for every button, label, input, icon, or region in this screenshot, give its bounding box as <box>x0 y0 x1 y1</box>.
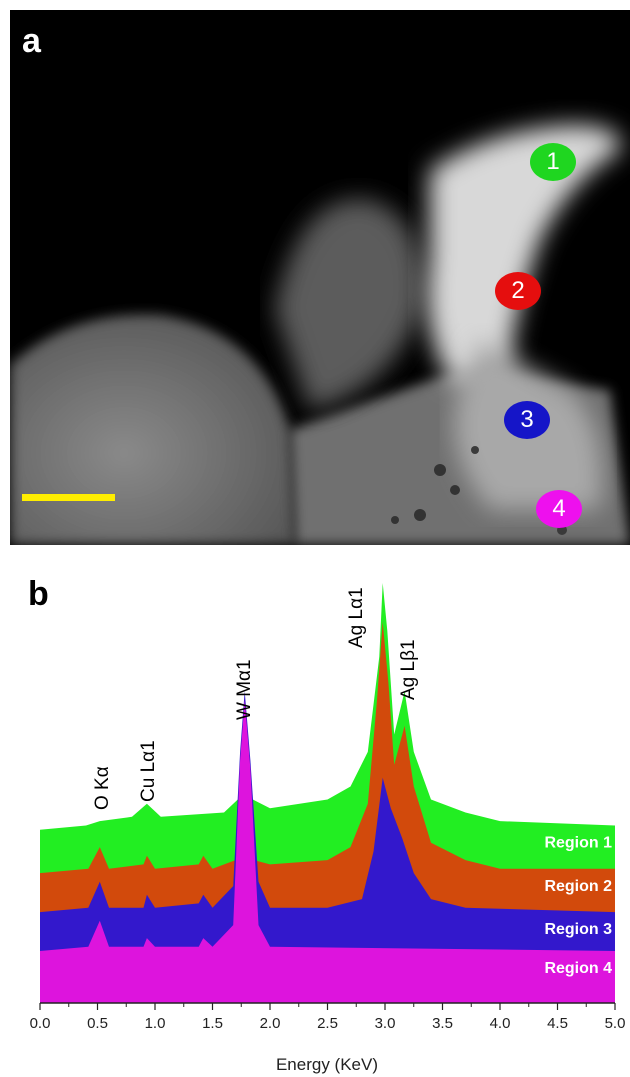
peak-label-w-ma1: W Mα1 <box>234 659 255 720</box>
series-label-region-4: Region 4 <box>544 960 612 977</box>
scale-bar <box>22 494 115 501</box>
faint-lobe <box>275 199 422 410</box>
peak-labels: O Kα Cu Lα1 W Mα1 Ag Lα1 Ag Lβ1 <box>92 587 419 810</box>
series-area-region-3 <box>40 691 615 1003</box>
series-label-region-1: Region 1 <box>544 834 612 851</box>
x-axis-title: Energy (KeV) <box>276 1055 378 1074</box>
x-tick-label: 3.0 <box>375 1015 396 1032</box>
region-marker-3: 3 <box>504 401 550 439</box>
x-tick-label: 2.5 <box>317 1015 338 1032</box>
pore <box>434 464 446 476</box>
micrograph <box>10 125 630 545</box>
series-label-region-3: Region 3 <box>544 921 612 938</box>
x-tick-label: 1.5 <box>202 1015 223 1032</box>
x-tick-label: 5.0 <box>605 1015 626 1032</box>
x-tick-label: 4.0 <box>490 1015 511 1032</box>
panel-b-letter: b <box>28 575 49 613</box>
region-marker-label: 2 <box>511 277 525 304</box>
series-label-region-2: Region 2 <box>544 878 612 895</box>
series-area-region-4 <box>40 699 615 1003</box>
x-tick-label: 1.0 <box>145 1015 166 1032</box>
eds-spectra-chart: Region 1 Region 2 Region 3 Region 4 0.0 0.5 1… <box>30 583 626 1074</box>
x-tick-label: 3.5 <box>432 1015 453 1032</box>
x-tick-label: 0.0 <box>30 1015 51 1032</box>
peak-label-o-ka: O Kα <box>92 766 113 810</box>
bright-nanorod <box>427 125 621 383</box>
pore <box>414 509 426 521</box>
region-marker-2: 2 <box>495 272 541 310</box>
peak-label-cu-la1: Cu Lα1 <box>138 740 159 802</box>
region-marker-1: 1 <box>530 143 576 181</box>
series-areas <box>40 583 615 1003</box>
region-marker-4: 4 <box>536 490 582 528</box>
region-marker-label: 1 <box>546 148 560 175</box>
peak-label-ag-lb1: Ag Lβ1 <box>398 639 419 700</box>
region-marker-label: 3 <box>520 406 534 433</box>
x-tick-label: 2.0 <box>260 1015 281 1032</box>
peak-label-ag-la1: Ag Lα1 <box>346 587 367 648</box>
pore <box>471 446 479 454</box>
region-marker-label: 4 <box>552 495 566 522</box>
stem-image <box>10 10 630 545</box>
pore <box>391 516 399 524</box>
x-ticks: 0.0 0.5 1.0 1.5 2.0 2.5 3.0 3.5 4.0 4.5 5.0 <box>30 1003 626 1032</box>
pore <box>450 485 460 495</box>
left-particle <box>10 314 295 545</box>
x-tick-label: 0.5 <box>87 1015 108 1032</box>
series-labels: Region 1 Region 2 Region 3 Region 4 <box>544 834 612 977</box>
panel-a-letter: a <box>22 22 41 60</box>
x-tick-label: 4.5 <box>547 1015 568 1032</box>
